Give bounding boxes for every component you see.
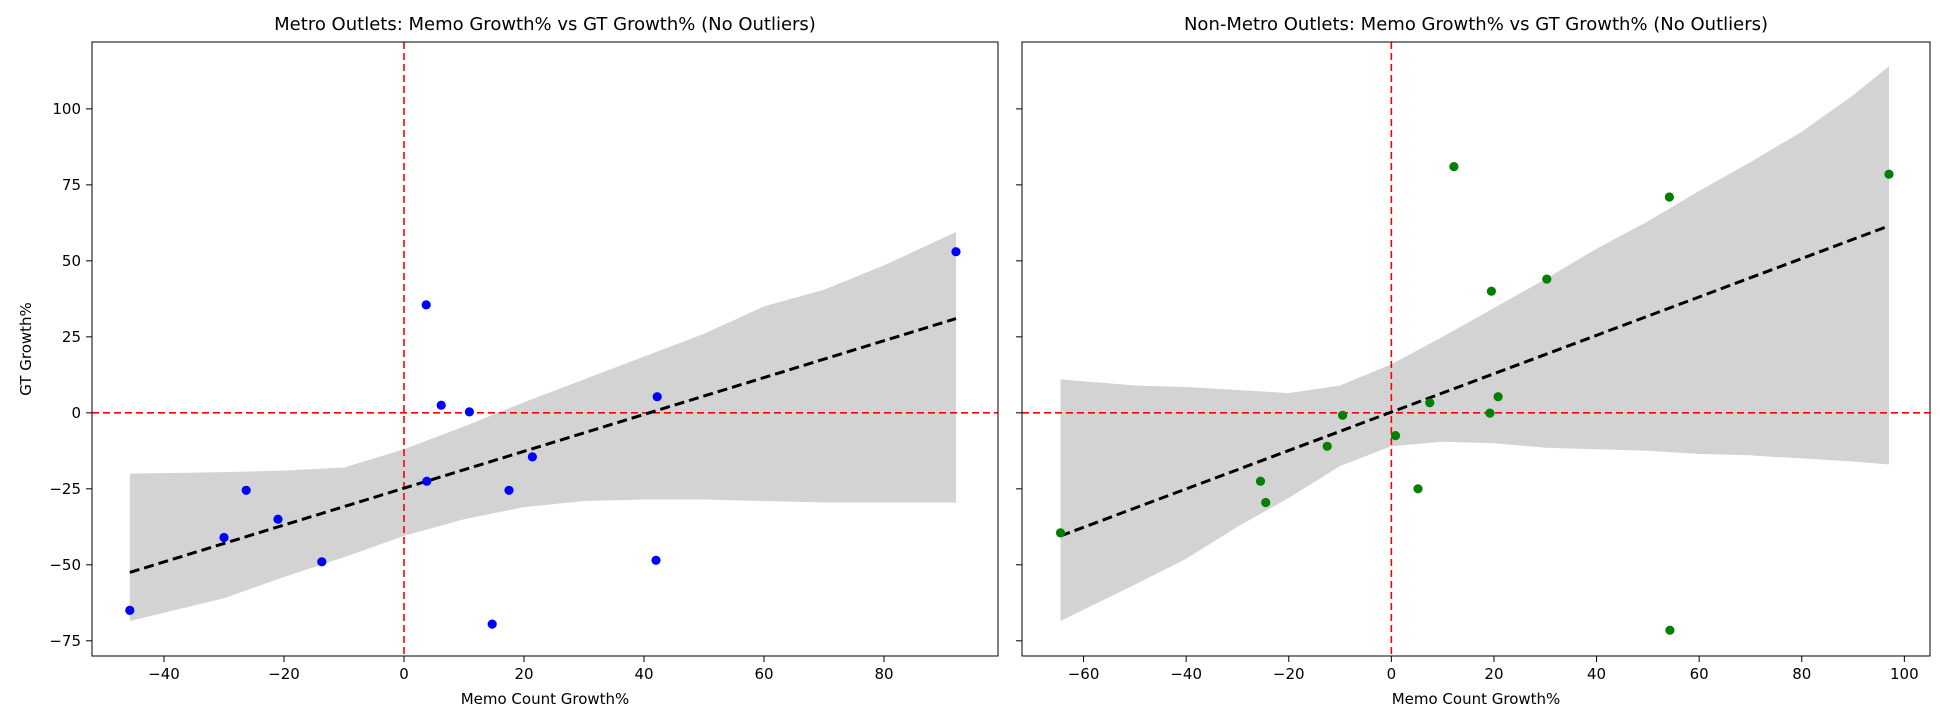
- trend-line: [1059, 224, 1890, 538]
- data-point: [464, 407, 474, 417]
- x-axis-label: Memo Count Growth%: [1392, 690, 1561, 708]
- data-point: [1493, 392, 1503, 402]
- x-tick-label: 20: [1484, 665, 1503, 683]
- data-point: [1486, 286, 1496, 296]
- axes-frame: [91, 41, 999, 657]
- data-point: [652, 392, 662, 402]
- x-tick-label: 40: [1587, 665, 1606, 683]
- x-tick-label: 0: [1387, 665, 1397, 683]
- x-tick-label: 80: [874, 665, 893, 683]
- x-tick-label: −20: [1273, 665, 1305, 683]
- y-tick-label: 75: [62, 176, 81, 194]
- confidence-band: [129, 232, 957, 621]
- x-tick-label: 60: [1690, 665, 1709, 683]
- data-point: [1665, 625, 1675, 635]
- x-tick-label: 40: [634, 665, 653, 683]
- chart-metro-outlets: −40 −20 0 20 40 60 80 −75 −50 −25 0 25 50 75 100 Metro …: [17, 14, 999, 708]
- data-point: [487, 619, 497, 629]
- x-tick-label: −60: [1068, 665, 1100, 683]
- data-point: [436, 400, 446, 410]
- chart-title: Non-Metro Outlets: Memo Growth% vs GT Gr…: [1184, 14, 1768, 35]
- data-point: [1884, 169, 1894, 179]
- x-tick-label: 0: [399, 665, 409, 683]
- data-point: [651, 555, 661, 565]
- data-point: [1338, 410, 1348, 420]
- y-tick-label: −25: [49, 480, 81, 498]
- y-tick-label: −75: [49, 632, 81, 650]
- data-point: [125, 605, 135, 616]
- x-tick-label: −40: [148, 665, 180, 683]
- x-tick-label: 20: [514, 665, 533, 683]
- data-point: [1485, 408, 1495, 418]
- data-point: [527, 452, 538, 462]
- data-point: [1390, 431, 1401, 441]
- y-tick-label: 50: [62, 252, 81, 270]
- data-point: [1425, 398, 1435, 408]
- y-tick-label: 25: [62, 328, 81, 346]
- y-tick-label: 100: [52, 100, 81, 118]
- data-point: [421, 300, 431, 310]
- axes-frame: [1021, 41, 1931, 657]
- data-point: [1413, 484, 1423, 494]
- x-tick-label: −20: [268, 665, 300, 683]
- data-point: [1255, 476, 1266, 486]
- plot-area: [92, 42, 998, 656]
- data-point: [317, 557, 327, 567]
- plot-area: [1022, 42, 1930, 656]
- data-point: [1664, 192, 1674, 202]
- data-point: [1322, 441, 1332, 451]
- data-point: [951, 247, 961, 257]
- chart-title: Metro Outlets: Memo Growth% vs GT Growth…: [274, 14, 816, 35]
- data-point: [422, 476, 432, 486]
- data-point: [504, 485, 514, 495]
- confidence-band: [1060, 66, 1889, 622]
- data-point: [1055, 528, 1066, 538]
- x-tick-label: 100: [1890, 665, 1919, 683]
- data-point: [1261, 497, 1271, 508]
- x-axis-label: Memo Count Growth%: [461, 690, 630, 708]
- data-point: [1449, 162, 1459, 172]
- x-tick-label: 80: [1792, 665, 1811, 683]
- data-point: [273, 514, 283, 524]
- y-axis-label: GT Growth%: [17, 302, 35, 396]
- y-tick-label: −50: [49, 556, 81, 574]
- y-tick-label: 0: [71, 404, 81, 422]
- trend-line: [129, 317, 957, 574]
- x-tick-label: −40: [1170, 665, 1202, 683]
- data-point: [219, 532, 229, 543]
- x-tick-label: 60: [754, 665, 773, 683]
- data-point: [1542, 274, 1552, 284]
- chart-non-metro-outlets: −60 −40 −20 0 20 40 60 80 100 Non-Metro Outlets: …: [1016, 14, 1931, 708]
- data-point: [241, 485, 251, 495]
